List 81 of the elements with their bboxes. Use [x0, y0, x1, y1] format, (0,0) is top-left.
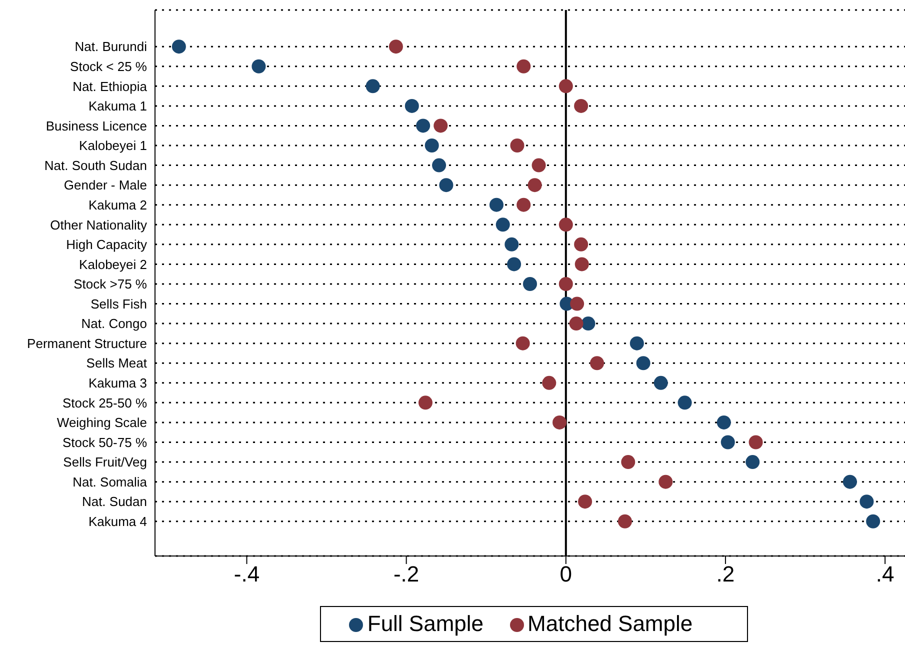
point — [404, 98, 419, 113]
point — [678, 396, 692, 410]
point — [542, 376, 556, 390]
point — [558, 276, 573, 291]
point — [516, 59, 531, 74]
y-tick-label: Kakuma 2 — [88, 197, 147, 212]
point — [523, 276, 537, 291]
y-tick-label: Permanent Structure — [27, 336, 147, 351]
point — [578, 494, 592, 509]
point — [172, 40, 186, 54]
point — [434, 118, 448, 133]
point — [716, 415, 731, 430]
point — [590, 356, 604, 370]
point — [630, 336, 644, 350]
point — [496, 218, 510, 232]
point — [574, 98, 588, 113]
y-tick-label: Nat. Burundi — [74, 39, 148, 54]
x-tick-label: 0 — [560, 562, 572, 587]
point — [528, 178, 542, 192]
point — [558, 79, 573, 94]
point — [570, 296, 584, 311]
point — [720, 435, 735, 450]
point — [574, 237, 588, 252]
point — [507, 257, 522, 272]
point — [658, 474, 673, 489]
y-tick-label: Stock >75 % — [74, 276, 148, 292]
point — [569, 316, 584, 331]
y-tick-label: Kakuma 3 — [88, 376, 147, 391]
point — [504, 237, 519, 252]
point — [581, 316, 596, 331]
point — [842, 474, 857, 489]
x-tick-label: -.4 — [234, 562, 260, 587]
legend-label: Full Sample — [367, 611, 484, 636]
point — [516, 336, 530, 350]
y-tick-label: Other Nationality — [50, 217, 148, 232]
point — [866, 514, 880, 528]
point — [424, 138, 439, 153]
x-tick-label: -.2 — [393, 562, 420, 587]
point — [532, 158, 546, 172]
point — [418, 396, 432, 410]
y-tick-label: Stock 50-75 % — [62, 434, 148, 450]
point — [552, 415, 567, 430]
y-tick-label: Kakuma 1 — [88, 98, 147, 114]
x-tick-label: .4 — [876, 562, 894, 587]
point — [654, 376, 668, 390]
y-tick-label: Nat. South Sudan — [44, 158, 147, 173]
y-tick-label: Nat. Congo — [81, 316, 147, 332]
y-tick-label: Sells Fish — [90, 296, 147, 312]
x-tick-label: .2 — [716, 562, 735, 587]
y-tick-label: Kalobeyei 1 — [79, 138, 147, 154]
y-tick-label: Kalobeyei 2 — [79, 256, 147, 272]
point — [860, 494, 874, 509]
y-tick-label: Stock 25-50 % — [62, 395, 148, 410]
y-tick-label: Gender - Male — [64, 178, 147, 193]
point — [439, 178, 454, 192]
point — [489, 198, 504, 212]
legend-label: Matched Sample — [528, 611, 693, 636]
point — [432, 158, 446, 172]
point — [636, 356, 650, 370]
y-tick-label: High Capacity — [66, 237, 148, 252]
y-tick-label: Nat. Sudan — [82, 494, 147, 510]
point — [748, 435, 763, 450]
y-tick-label: Business Licence — [46, 118, 147, 134]
point — [746, 455, 760, 470]
point — [621, 455, 636, 470]
point — [416, 118, 430, 133]
point — [252, 59, 266, 74]
point — [574, 257, 589, 272]
y-tick-label: Nat. Somalia — [72, 474, 148, 490]
y-tick-label: Stock < 25 % — [70, 58, 148, 74]
y-tick-label: Weighing Scale — [56, 415, 147, 430]
y-tick-label: Kakuma 4 — [88, 514, 147, 529]
y-tick-label: Sells Fruit/Veg — [63, 454, 147, 470]
point — [366, 79, 380, 94]
point — [618, 514, 632, 528]
point — [516, 198, 531, 212]
point — [558, 218, 573, 232]
point — [510, 138, 524, 153]
y-tick-label: Nat. Ethiopia — [72, 78, 148, 94]
point — [388, 40, 403, 54]
y-tick-label: Sells Meat — [86, 356, 148, 371]
